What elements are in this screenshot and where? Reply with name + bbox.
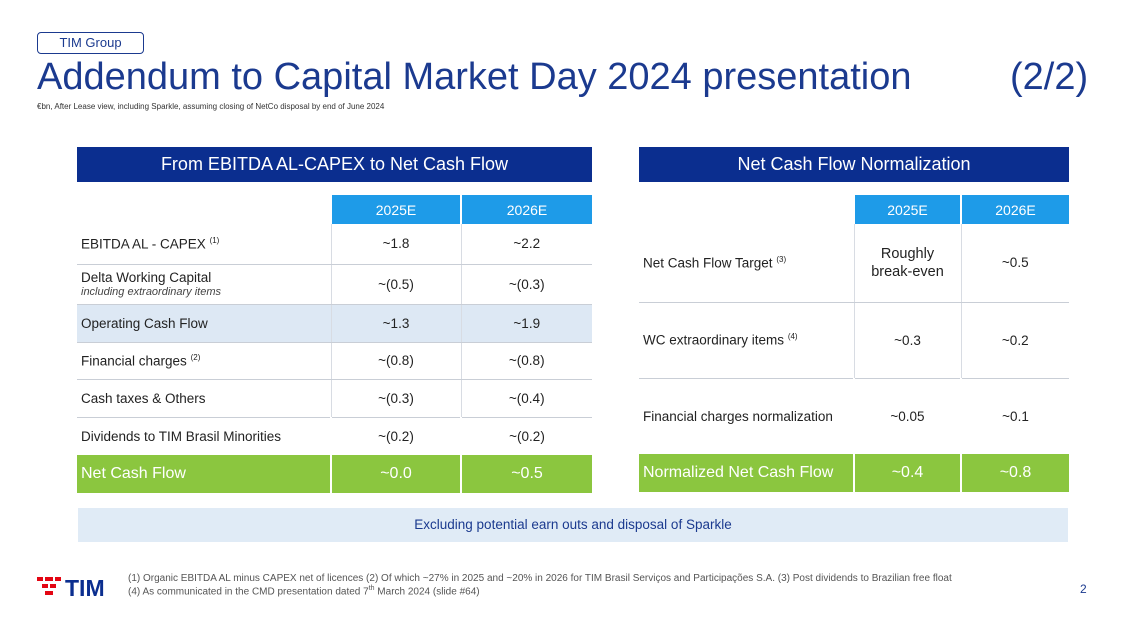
row-value-2025: ~0.05: [853, 378, 961, 454]
row-label: Delta Working Capital including extraordi…: [77, 264, 331, 305]
table-row: Delta Working Capital including extraordi…: [77, 264, 592, 305]
row-value-2026: ~(0.2): [460, 417, 592, 455]
table-row: Net Cash Flow Target (3) Roughly break-e…: [639, 224, 1069, 303]
row-value-2025: ~(0.5): [330, 264, 461, 305]
row-value-2026: ~0.5: [960, 224, 1069, 303]
left-col-2026: 2026E: [460, 195, 592, 224]
left-panel-title: From EBITDA AL-CAPEX to Net Cash Flow: [77, 147, 592, 182]
left-table: 2025E 2026E EBITDA AL - CAPEX (1) ~1.8 ~…: [77, 195, 592, 493]
logo-text: TIM: [65, 575, 105, 600]
row-label: Operating Cash Flow: [77, 304, 331, 343]
right-col-2026: 2026E: [960, 195, 1069, 224]
row-value-2025: ~1.3: [330, 304, 461, 343]
row-value-2025: ~(0.3): [330, 379, 461, 418]
row-label: EBITDA AL - CAPEX (1): [77, 224, 331, 265]
right-table: 2025E 2026E Net Cash Flow Target (3) Rou…: [639, 195, 1069, 492]
row-label: Dividends to TIM Brasil Minorities: [81, 428, 282, 444]
table-row: Dividends to TIM Brasil Minorities ~(0.2…: [77, 417, 592, 455]
row-value-2025: ~0.3: [853, 302, 961, 379]
table-row-net-cash-flow: Net Cash Flow ~0.0 ~0.5: [77, 455, 592, 493]
table-row: Financial charges normalization ~0.05 ~0…: [639, 378, 1069, 454]
row-value-2026: ~0.8: [960, 454, 1069, 492]
row-value-2026: ~0.1: [960, 378, 1069, 454]
row-value-2026: ~0.5: [460, 455, 592, 493]
page-title: Addendum to Capital Market Day 2024 pres…: [37, 56, 912, 98]
row-value-2025: ~0.4: [853, 454, 961, 492]
row-value-2026: ~1.9: [460, 304, 592, 343]
footnote-line-2: (4) As communicated in the CMD presentat…: [128, 585, 480, 598]
left-col-2025: 2025E: [330, 195, 461, 224]
table-row-operating-cash-flow: Operating Cash Flow ~1.3 ~1.9: [77, 304, 592, 343]
row-value-2026: ~0.2: [960, 302, 1069, 379]
right-header-row: 2025E 2026E: [639, 195, 1069, 224]
row-value-2025: ~(0.8): [330, 342, 461, 380]
right-col-2025: 2025E: [853, 195, 961, 224]
table-row-normalized-net-cash-flow: Normalized Net Cash Flow ~0.4 ~0.8: [639, 454, 1069, 492]
row-label: Net Cash Flow Target (3): [639, 224, 854, 303]
row-value-2025: ~1.8: [330, 224, 461, 265]
table-row: EBITDA AL - CAPEX (1) ~1.8 ~2.2: [77, 224, 592, 265]
tim-logo: TIM: [37, 575, 105, 600]
row-value-2025: Roughly break-even: [853, 224, 961, 303]
row-value-2026: ~2.2: [460, 224, 592, 265]
row-sublabel: including extraordinary items: [81, 286, 222, 298]
group-tag: TIM Group: [37, 32, 144, 54]
left-header-row: 2025E 2026E: [77, 195, 592, 224]
row-label: Financial charges normalization: [643, 408, 833, 424]
table-row: Financial charges (2) ~(0.8) ~(0.8): [77, 342, 592, 380]
right-panel-title: Net Cash Flow Normalization: [639, 147, 1069, 182]
row-label: Normalized Net Cash Flow: [639, 454, 854, 492]
row-label: Financial charges (2): [77, 342, 331, 380]
row-label: Net Cash Flow: [77, 455, 331, 493]
row-label: WC extraordinary items (4): [639, 302, 854, 379]
page-number: 2: [1080, 582, 1087, 596]
row-value-2025: ~0.0: [330, 455, 461, 493]
table-row: Cash taxes & Others ~(0.3) ~(0.4): [77, 379, 592, 418]
page-subtitle: €bn, After Lease view, including Sparkle…: [37, 102, 385, 111]
row-value-2026: ~(0.3): [460, 264, 592, 305]
footnote-line-1: (1) Organic EBITDA AL minus CAPEX net of…: [128, 573, 952, 584]
table-row: WC extraordinary items (4) ~0.3 ~0.2: [639, 302, 1069, 379]
page-part: (2/2): [1010, 56, 1089, 98]
row-value-2025: ~(0.2): [330, 417, 461, 455]
row-value-2026: ~(0.8): [460, 342, 592, 380]
note-banner: Excluding potential earn outs and dispos…: [78, 508, 1068, 542]
row-label: Cash taxes & Others: [77, 379, 331, 418]
row-value-2026: ~(0.4): [460, 379, 592, 418]
